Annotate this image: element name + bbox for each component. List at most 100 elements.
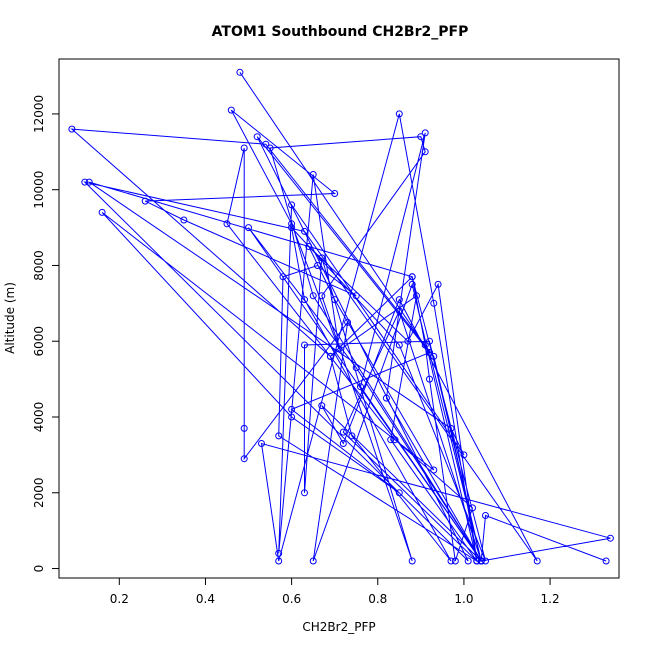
data-point (68, 125, 76, 133)
data-point (357, 383, 364, 391)
y-tick-label: 4000 (32, 402, 46, 433)
data-point (421, 148, 429, 156)
data-point (469, 504, 476, 512)
data-point (413, 292, 420, 300)
data-point (141, 197, 149, 205)
data-point (477, 557, 485, 565)
y-tick-label: 10000 (32, 171, 46, 209)
data-point (348, 432, 356, 440)
x-tick-label: 0.6 (282, 592, 301, 606)
data-point (275, 549, 283, 557)
data-point (309, 557, 317, 565)
series-lines (70, 72, 611, 563)
data-point (236, 68, 244, 76)
data-point (227, 106, 235, 114)
data-point (395, 110, 403, 118)
data-point (344, 318, 352, 326)
series-line (70, 72, 611, 563)
data-point (426, 349, 433, 357)
data-point (301, 341, 308, 349)
data-point (266, 144, 274, 152)
data-point (81, 178, 89, 186)
plot-frame (58, 58, 620, 579)
data-point (417, 133, 425, 141)
x-axis-label: CH2Br2_PFP (302, 620, 375, 634)
data-point (318, 292, 326, 300)
data-point (464, 557, 472, 565)
data-point (391, 436, 399, 444)
data-point (447, 557, 455, 565)
data-point (331, 296, 339, 304)
data-point (305, 243, 313, 250)
data-point (395, 307, 403, 315)
x-tick-label: 0.8 (368, 592, 387, 606)
data-point (602, 557, 610, 565)
y-axis-label: Altitude (m) (3, 282, 17, 354)
data-point (430, 299, 438, 307)
data-point (314, 262, 321, 269)
data-point (352, 364, 360, 372)
x-axis: 0.2 0.4 0.6 0.8 1.0 1.2 (110, 577, 560, 606)
data-point (301, 227, 308, 235)
data-point (98, 208, 106, 216)
y-tick-label: 12000 (32, 95, 46, 133)
data-point (339, 440, 347, 447)
data-point (331, 190, 339, 197)
data-point (395, 341, 403, 349)
data-point (434, 280, 442, 288)
data-point (240, 424, 248, 432)
data-point (421, 341, 429, 349)
data-point (352, 292, 360, 300)
data-point (288, 405, 296, 413)
data-point (430, 352, 438, 360)
data-point (240, 144, 248, 152)
x-tick-label: 1.0 (454, 592, 473, 606)
chart-title: ATOM1 Southbound CH2Br2_PFP (212, 24, 469, 40)
data-point (451, 557, 459, 565)
data-point (258, 440, 265, 447)
data-point (275, 557, 283, 565)
data-point (404, 337, 412, 345)
data-point (421, 129, 429, 137)
x-tick-label: 0.2 (110, 592, 129, 606)
data-point (240, 455, 248, 463)
data-point (339, 428, 347, 436)
data-point (408, 280, 416, 288)
data-point (253, 133, 261, 141)
data-point (223, 220, 231, 228)
data-point (460, 451, 468, 459)
data-point (85, 178, 93, 186)
data-point (387, 436, 395, 444)
data-point (288, 220, 296, 228)
data-point (408, 273, 416, 281)
y-axis: 0 2000 4000 6000 8000 10000 12000 (32, 95, 60, 572)
data-point (288, 201, 296, 209)
data-point (318, 402, 326, 410)
data-point (275, 432, 283, 440)
data-point (245, 224, 252, 232)
data-point (180, 216, 188, 224)
data-point (606, 534, 614, 542)
data-point (309, 171, 317, 178)
data-point (430, 466, 438, 474)
data-point (408, 557, 416, 565)
data-point (262, 140, 270, 148)
data-point (382, 394, 390, 402)
data-point (318, 254, 326, 262)
data-point (309, 292, 317, 300)
data-point (426, 375, 433, 383)
data-point (473, 557, 481, 565)
data-point (335, 345, 343, 353)
data-point (301, 296, 308, 304)
data-point (301, 489, 308, 497)
y-tick-label: 8000 (32, 250, 46, 281)
data-point (533, 557, 541, 565)
y-tick-label: 6000 (32, 326, 46, 357)
data-point (279, 273, 287, 281)
data-point (482, 557, 489, 565)
x-tick-label: 1.2 (541, 592, 560, 606)
data-point (395, 296, 403, 304)
data-point (482, 512, 489, 519)
data-point (447, 424, 455, 432)
